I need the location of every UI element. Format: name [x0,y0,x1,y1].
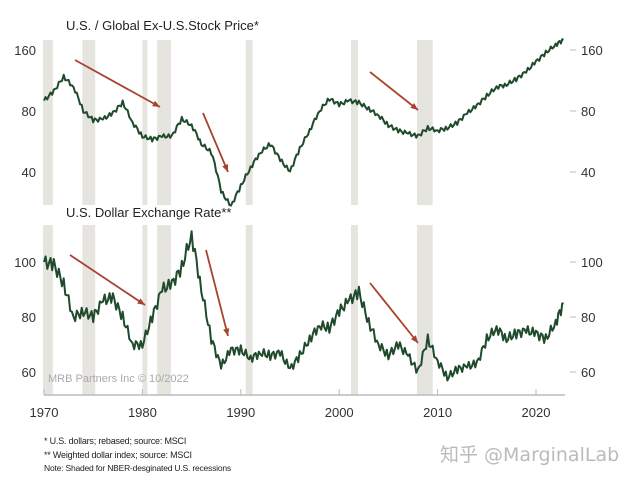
trend-arrow [202,112,229,173]
watermark: 知乎 @MarginalLab [440,444,620,466]
recession-band [351,225,358,395]
top-y-tick-label-right: 160 [581,43,603,58]
bottom-y-tick-label-right: 60 [581,365,595,380]
trend-arrow [369,71,419,111]
dollar-exchange-rate-line [43,230,564,382]
top-y-tick-label-left: 40 [22,165,36,180]
trend-arrow [74,59,161,108]
stock-price-ratio-line [43,38,564,207]
bottom-y-tick-label-left: 100 [14,255,36,270]
recession-band [245,40,253,205]
recession-shading [43,40,433,395]
recession-band [142,225,148,395]
series-lines [43,38,564,382]
bottom-y-tick-label-left: 60 [22,365,36,380]
arrow-head [152,100,160,107]
recession-band [82,40,96,205]
top-y-tick-label-left: 160 [14,43,36,58]
trend-arrow [369,282,419,344]
x-tick-label: 1980 [128,405,157,420]
recession-band [82,225,96,395]
top-panel-title: U.S. / Global Ex-U.S.Stock Price* [66,18,259,33]
bottom-y-tick-label-right: 80 [581,310,595,325]
bottom-panel-title: U.S. Dollar Exchange Rate** [66,205,231,220]
arrow-head [410,102,418,110]
footnote-1: * U.S. dollars; rebased; source: MSCI [44,436,187,446]
recession-band [43,40,53,205]
x-tick-label: 2000 [325,405,354,420]
top-y-tick-label-right: 80 [581,104,595,119]
x-tick-label: 2010 [423,405,452,420]
recession-band [416,40,433,205]
bottom-y-tick-label-right: 100 [581,255,603,270]
top-y-tick-label-left: 80 [22,104,36,119]
recession-band [416,225,433,395]
x-tick-label: 1970 [30,405,59,420]
arrow-head [410,335,418,343]
bottom-y-tick-label-left: 80 [22,310,36,325]
axis-ticks: 40 40 80 80 160 160 60 60 80 80 100 100 1970 1980 1990… [14,43,602,420]
arrow-head [222,164,228,172]
recession-band [157,225,171,395]
x-tick-label: 2020 [522,405,551,420]
recession-band [351,40,358,205]
trend-arrow [205,249,229,337]
trend-arrow [69,254,146,306]
recession-band [157,40,171,205]
credit: MRB Partners Inc © 10/2022 [48,373,189,385]
recession-band [245,225,253,395]
footnote-3: Note: Shaded for NBER-desginated U.S. re… [44,463,231,473]
top-y-tick-label-right: 40 [581,165,595,180]
recession-band [43,225,53,395]
recession-band [142,40,148,205]
annotation-arrows [69,59,419,344]
x-tick-label: 1990 [226,405,255,420]
arrow-head [223,328,230,336]
footnote-2: ** Weighted dollar index; source: MSCI [44,450,192,460]
arrow-head [137,298,145,305]
